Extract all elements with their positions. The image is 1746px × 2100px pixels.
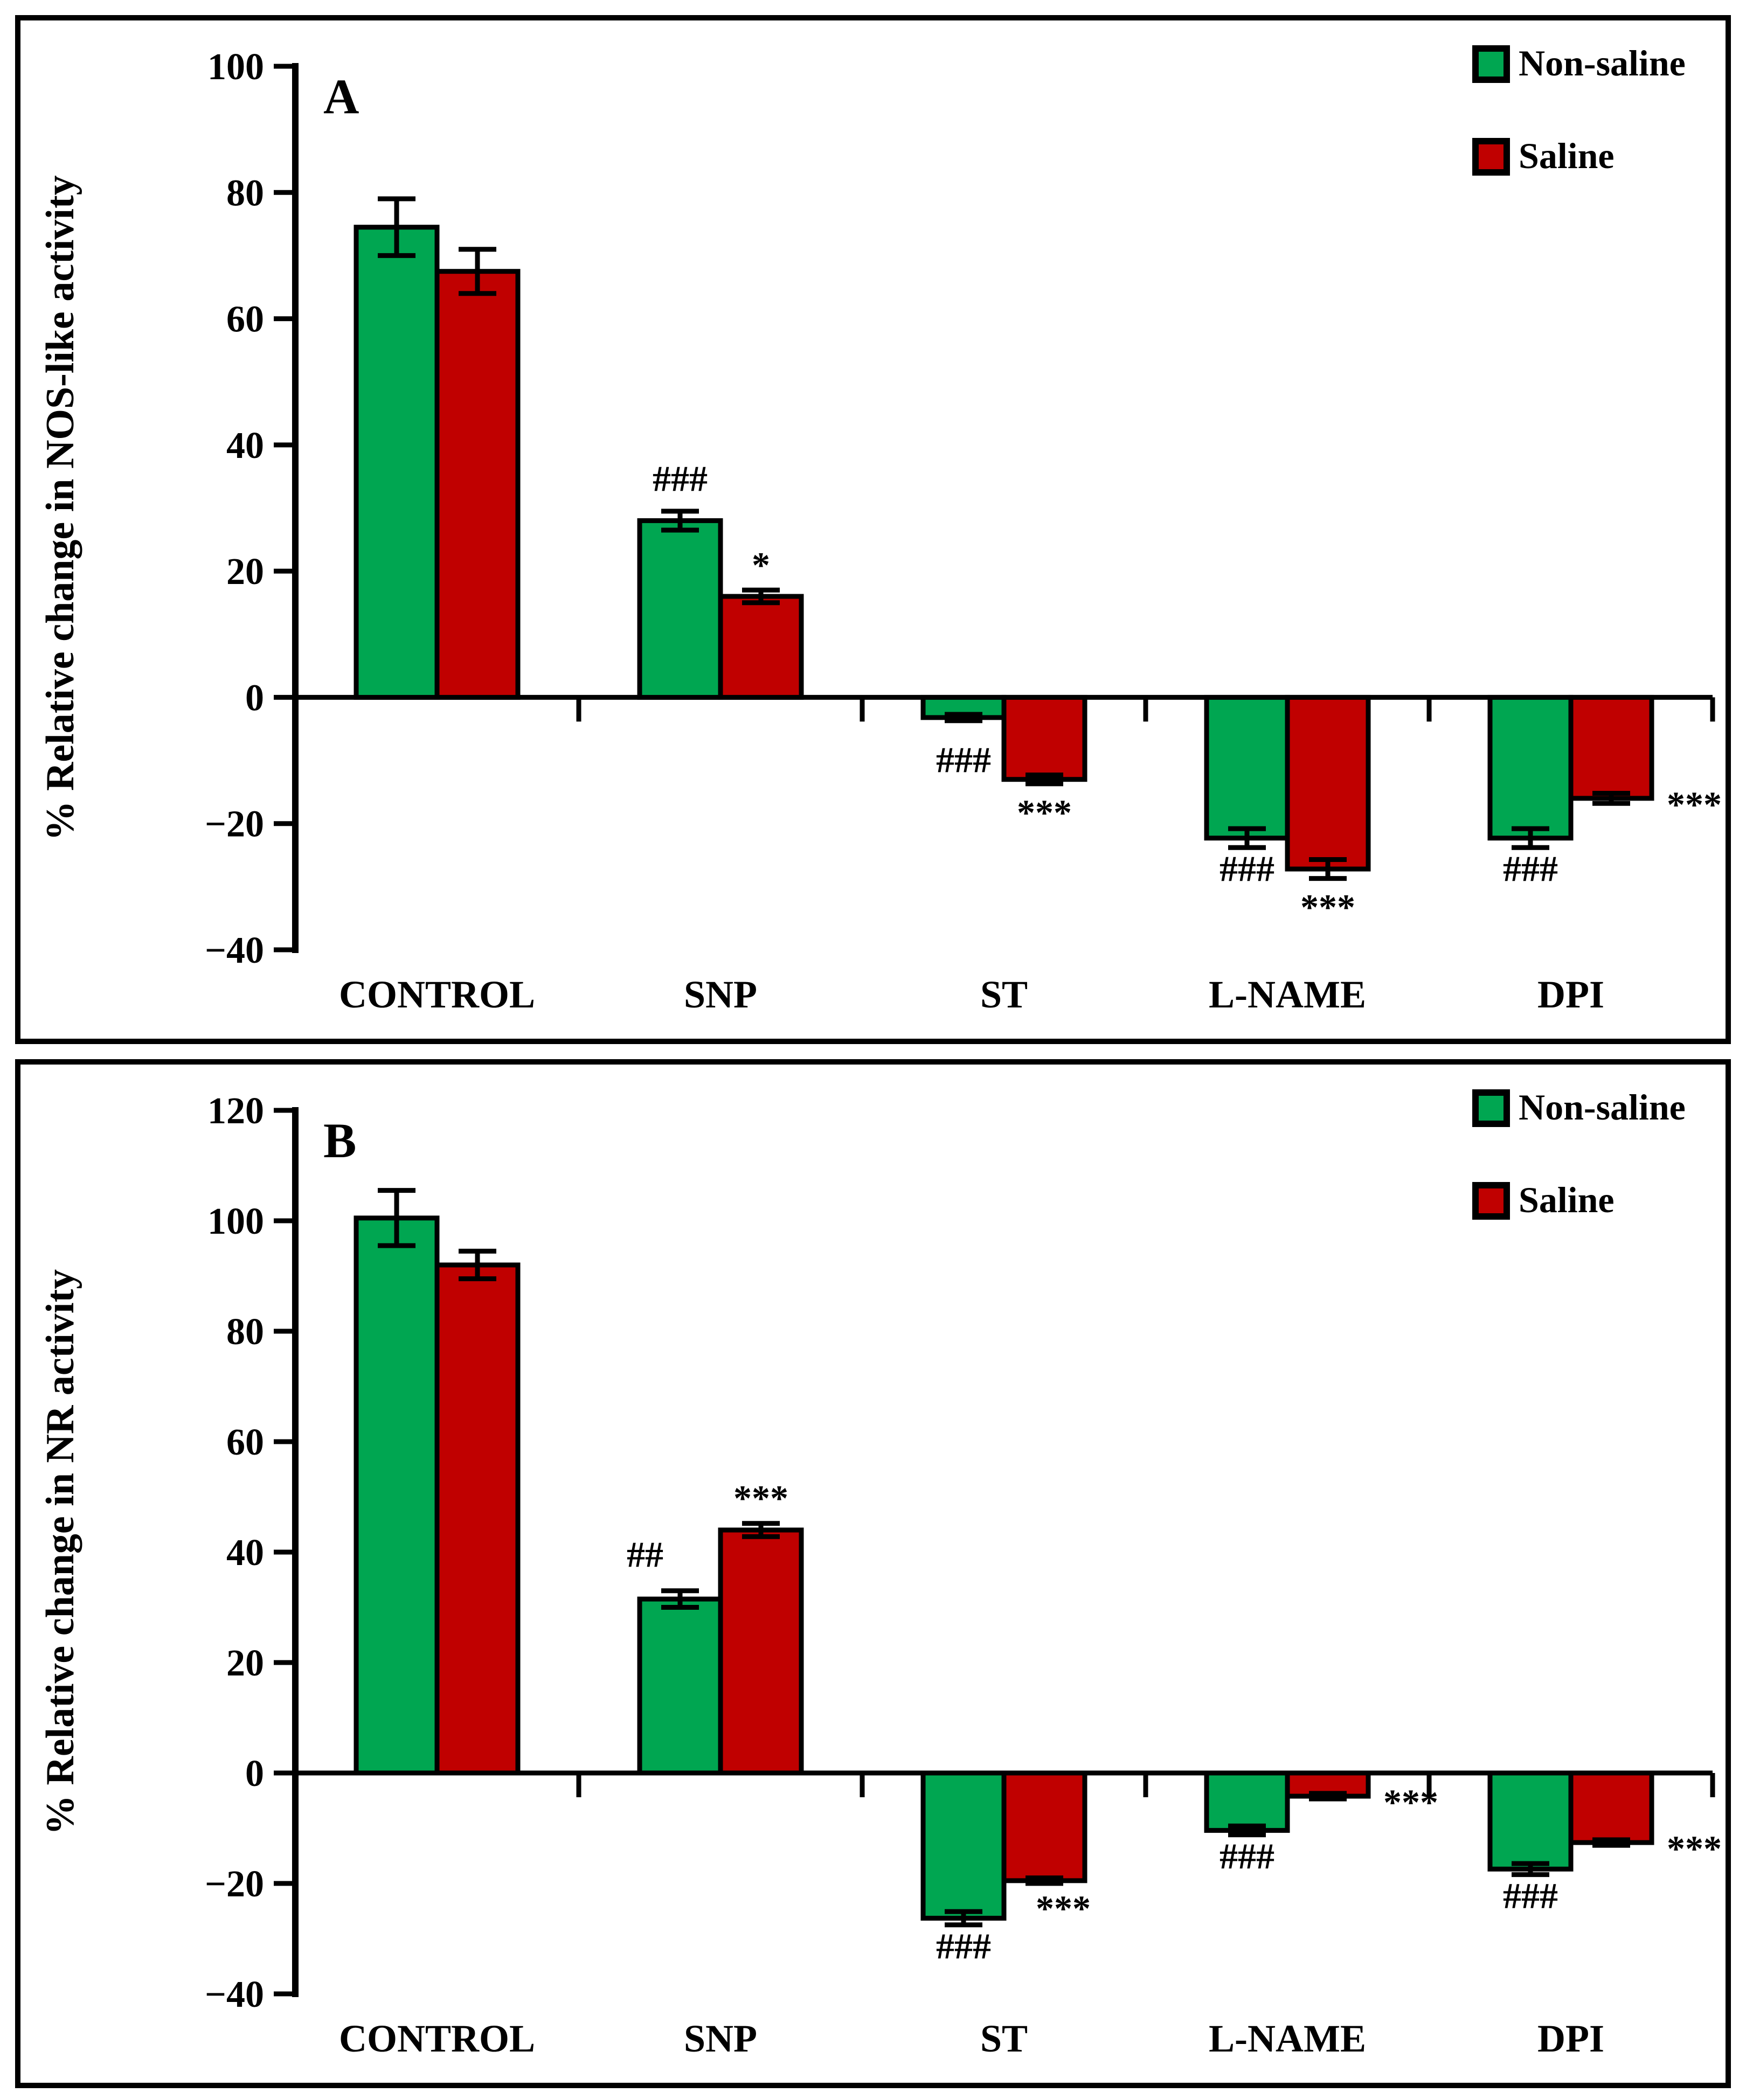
error-bar-st-non-saline — [945, 712, 982, 724]
annotation-dpi-saline: *** — [1667, 1828, 1722, 1869]
bar-dpi-non-saline — [1487, 1770, 1574, 1872]
y-axis-title: % Relative change in NR activity — [38, 1269, 82, 1835]
bar-l-name-non-saline — [1204, 694, 1290, 841]
y-tick-label: 0 — [245, 1753, 264, 1795]
x-category-label-st: ST — [980, 2017, 1028, 2060]
y-tick-label: 20 — [226, 1643, 264, 1684]
y-tick-label: 80 — [226, 1311, 264, 1353]
x-category-label-control: CONTROL — [339, 2017, 535, 2060]
panel-letter: B — [323, 1113, 356, 1168]
error-bar-l-name-non-saline — [1228, 1823, 1266, 1838]
error-bar-l-name-saline — [1309, 857, 1347, 881]
error-bar-dpi-saline — [1592, 1837, 1630, 1848]
error-bar-control-non-saline — [378, 196, 415, 258]
legend-label-non-saline: Non-saline — [1519, 43, 1686, 84]
error-bar-st-non-saline — [945, 1909, 982, 1928]
y-tick-label: 100 — [207, 1201, 264, 1242]
bar-dpi-saline — [1568, 694, 1654, 801]
y-tick-label: −20 — [205, 804, 264, 845]
x-category-label-st: ST — [980, 973, 1028, 1016]
panel-letter: A — [323, 69, 359, 124]
bar-st-saline — [1001, 1770, 1087, 1883]
annotation-st-non-saline: ### — [936, 739, 991, 780]
bar-control-non-saline — [354, 1215, 440, 1776]
annotation-dpi-non-saline: ### — [1503, 848, 1558, 889]
error-bar-control-saline — [459, 247, 496, 296]
bar-snp-non-saline — [637, 518, 723, 700]
error-bar-snp-non-saline — [661, 1588, 699, 1610]
x-category-label-snp: SNP — [684, 2017, 757, 2060]
error-bar-dpi-non-saline — [1512, 826, 1549, 850]
legend-swatch-saline — [1472, 1182, 1510, 1220]
error-bar-st-saline — [1026, 773, 1063, 787]
x-category-label-dpi: DPI — [1537, 973, 1604, 1016]
error-bar-st-saline — [1026, 1875, 1063, 1886]
bar-l-name-saline — [1285, 694, 1371, 872]
bar-control-saline — [434, 1262, 521, 1776]
bar-dpi-saline — [1568, 1770, 1654, 1845]
bar-dpi-non-saline — [1487, 694, 1574, 841]
bar-snp-saline — [718, 594, 804, 700]
y-tick-label: 100 — [207, 46, 264, 88]
x-category-label-snp: SNP — [684, 973, 757, 1016]
panel-a-chart: ######### ###**********−40−20020406080100… — [38, 43, 1722, 1016]
annotation-l-name-saline: *** — [1383, 1782, 1438, 1823]
bar-st-non-saline — [920, 1770, 1007, 1921]
legend-swatch-non-saline — [1472, 1089, 1510, 1127]
x-category-label-dpi: DPI — [1537, 2017, 1604, 2060]
error-bar-control-saline — [459, 1248, 496, 1282]
annotation-snp-non-saline: ## — [627, 1534, 663, 1575]
error-bar-l-name-saline — [1309, 1791, 1347, 1802]
annotation-l-name-non-saline: ### — [1220, 1835, 1274, 1876]
y-tick-label: 0 — [245, 677, 264, 719]
annotation-st-non-saline: ### — [936, 1925, 991, 1966]
bar-control-non-saline — [354, 225, 440, 700]
annotation-st-saline: *** — [1036, 1888, 1091, 1929]
bar-st-saline — [1001, 694, 1087, 782]
panel-b: ## ### ### ### *** *** *** *** −40 −20 0 20 40 60 80 10… — [15, 1059, 1731, 2088]
annotation-st-saline: *** — [1017, 792, 1072, 833]
legend-swatch-non-saline — [1472, 45, 1510, 83]
annotation-dpi-saline: *** — [1667, 784, 1722, 825]
annotation-dpi-non-saline: ### — [1503, 1875, 1558, 1916]
annotation-snp-saline: * — [752, 544, 770, 585]
y-tick-label: 40 — [226, 1532, 264, 1574]
error-bar-control-non-saline — [378, 1188, 415, 1248]
bar-control-saline — [434, 269, 521, 700]
annotation-l-name-non-saline: ### — [1220, 848, 1274, 889]
legend-swatch-saline — [1472, 138, 1510, 176]
y-tick-label: 120 — [207, 1090, 264, 1132]
error-bar-l-name-non-saline — [1228, 826, 1266, 850]
legend-label-saline: Saline — [1519, 1179, 1615, 1220]
y-tick-label: 80 — [226, 172, 264, 214]
error-bar-dpi-non-saline — [1512, 1861, 1549, 1878]
y-tick-label: 40 — [226, 425, 264, 467]
y-tick-label: 20 — [226, 551, 264, 593]
annotation-snp-non-saline: ### — [653, 458, 708, 499]
legend-label-non-saline: Non-saline — [1519, 1087, 1686, 1128]
panel-b-chart: ###########************−40−2002040608010… — [38, 1087, 1722, 2060]
annotation-snp-saline: *** — [733, 1478, 788, 1519]
error-bar-snp-non-saline — [661, 509, 699, 533]
y-tick-label: −40 — [205, 930, 264, 971]
panel-a: ### ### ### ### * *** *** *** −40 −20 0 20 40 60 80 100… — [15, 15, 1731, 1044]
annotation-l-name-saline: *** — [1300, 887, 1355, 928]
legend-label-saline: Saline — [1519, 135, 1615, 176]
y-tick-label: −20 — [205, 1863, 264, 1905]
y-tick-label: 60 — [226, 1422, 264, 1463]
error-bar-snp-saline — [742, 1521, 780, 1539]
y-tick-label: −40 — [205, 1974, 264, 2015]
error-bar-snp-saline — [742, 587, 780, 606]
x-category-label-l-name: L-NAME — [1209, 2017, 1366, 2060]
bar-snp-saline — [718, 1527, 804, 1776]
y-tick-label: 60 — [226, 299, 264, 340]
bar-l-name-non-saline — [1204, 1770, 1290, 1833]
y-axis-title: % Relative change in NOS-like activity — [38, 175, 82, 840]
bar-snp-non-saline — [637, 1596, 723, 1776]
x-category-label-l-name: L-NAME — [1209, 973, 1366, 1016]
x-category-label-control: CONTROL — [339, 973, 535, 1016]
error-bar-dpi-saline — [1592, 790, 1630, 806]
